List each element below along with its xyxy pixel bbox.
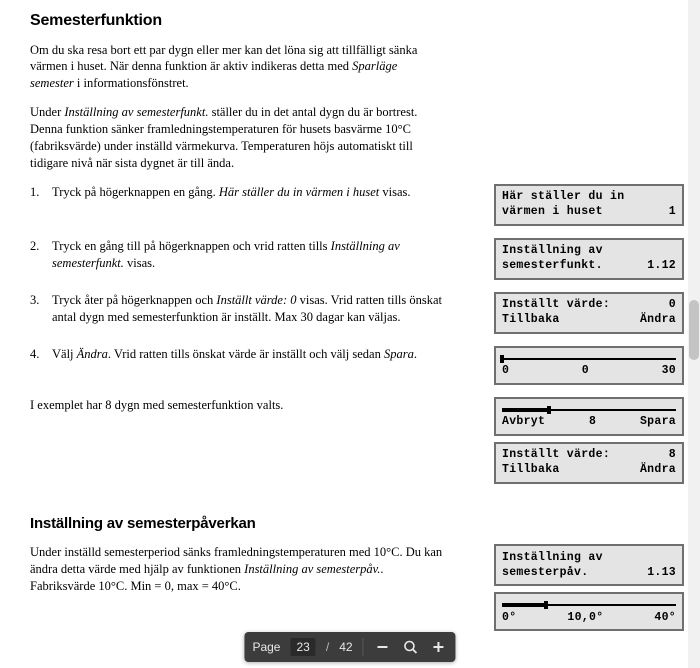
step-4-row: 4. Välj Ändra. Vrid ratten tills önskat … xyxy=(30,346,684,385)
text-italic: Här ställer du in värmen i huset xyxy=(219,185,379,199)
zoom-reset-button[interactable] xyxy=(402,638,420,656)
step-text: Välj Ändra. Vrid ratten tills önskat vär… xyxy=(52,346,450,385)
text: . xyxy=(414,347,417,361)
step-1-row: 1. Tryck på högerknappen en gång. Här st… xyxy=(30,184,684,226)
text-italic: Spara xyxy=(384,347,414,361)
lcd-text: Inställt värde: xyxy=(502,297,610,313)
lcd-display-2: Inställning av semesterfunkt. 1.12 xyxy=(494,238,684,280)
lcd-bar xyxy=(502,355,676,363)
text: . Vrid ratten tills önskat värde är inst… xyxy=(108,347,384,361)
text: Välj xyxy=(52,347,77,361)
text-italic: Inställning av semesterfunkt. xyxy=(64,105,208,119)
scrollbar-thumb[interactable] xyxy=(689,300,699,360)
lcd-bar xyxy=(502,601,676,609)
text: Tryck en gång till på högerknappen och v… xyxy=(52,239,331,253)
lcd-value: 10,0° xyxy=(567,610,603,626)
lcd-display-5a: Inställning av semesterpåv. 1.13 xyxy=(494,544,684,586)
lcd-value: 0 xyxy=(582,363,589,379)
lcd-text: semesterfunkt. xyxy=(502,258,603,274)
text-italic: Inställning av semesterpåv. xyxy=(244,562,380,576)
text: i informationsfönstret. xyxy=(74,76,189,90)
lcd-text: Inställning av xyxy=(502,243,603,259)
lcd-value: 1.12 xyxy=(647,258,676,274)
lcd-value: 1.13 xyxy=(647,565,676,581)
lcd-display-5b: 0° 10,0° 40° xyxy=(494,592,684,631)
lcd-value: 8 xyxy=(669,447,676,463)
step-number: 2. xyxy=(30,238,52,272)
lcd-text: Ändra xyxy=(640,462,676,478)
zoom-in-button[interactable] xyxy=(430,638,448,656)
toolbar-separator xyxy=(363,638,364,656)
page-label: Page xyxy=(252,640,280,654)
magnifier-icon xyxy=(403,639,419,655)
lcd-text: Spara xyxy=(640,414,676,430)
intro-para-1: Om du ska resa bort ett par dygn eller m… xyxy=(30,42,430,93)
page-total: 42 xyxy=(339,640,352,654)
lcd-value: 8 xyxy=(589,414,596,430)
heading-semesterpaverkan: Inställning av semesterpåverkan xyxy=(30,514,684,534)
intro-para-2: Under Inställning av semesterfunkt. stäl… xyxy=(30,104,430,172)
lcd-text: Inställning av xyxy=(502,550,603,566)
lcd-min: 0° xyxy=(502,610,516,626)
section2-row: Under inställd semesterperiod sänks fram… xyxy=(30,544,684,631)
document-page: { "heading1": "Semesterfunktion", "p1a":… xyxy=(0,0,700,668)
lcd-max: 30 xyxy=(662,363,676,379)
pdf-toolbar: Page 23 / 42 xyxy=(244,632,455,662)
step-text: Tryck en gång till på högerknappen och v… xyxy=(52,238,450,272)
section2-para: Under inställd semesterperiod sänks fram… xyxy=(30,544,450,631)
step-text: Tryck på högerknappen en gång. Här ställ… xyxy=(52,184,450,201)
step-number: 1. xyxy=(30,184,52,201)
text-italic: Inställt värde: 0 xyxy=(216,293,296,307)
lcd-text: Ändra xyxy=(640,312,676,328)
zoom-out-button[interactable] xyxy=(374,638,392,656)
text: Under xyxy=(30,105,64,119)
lcd-value: 0 xyxy=(669,297,676,313)
step-2-row: 2. Tryck en gång till på högerknappen oc… xyxy=(30,238,684,280)
lcd-display-4a: 0 0 30 xyxy=(494,346,684,385)
step-number: 4. xyxy=(30,346,52,385)
lcd-value: 1 xyxy=(669,204,676,220)
lcd-display-4c: Inställt värde: 8 Tillbaka Ändra xyxy=(494,442,684,484)
lcd-text: Tillbaka xyxy=(502,312,560,328)
heading-semesterfunktion: Semesterfunktion xyxy=(30,10,684,32)
text: Tryck på högerknappen en gång. xyxy=(52,185,219,199)
lcd-text: semesterpåv. xyxy=(502,565,588,581)
lcd-max: 40° xyxy=(654,610,676,626)
page-current-input[interactable]: 23 xyxy=(290,638,315,656)
text: visas. xyxy=(379,185,410,199)
lcd-text: Tillbaka xyxy=(502,462,560,478)
lcd-display-4b: Avbryt 8 Spara xyxy=(494,397,684,436)
plus-icon xyxy=(432,640,446,654)
minus-icon xyxy=(376,640,390,654)
page-content: Semesterfunktion Om du ska resa bort ett… xyxy=(0,0,700,631)
page-slash: / xyxy=(326,640,329,654)
text: visas. xyxy=(124,256,155,270)
lcd-min: 0 xyxy=(502,363,509,379)
example-text: I exemplet har 8 dygn med semesterfunkti… xyxy=(30,397,450,484)
step-number: 3. xyxy=(30,292,52,326)
lcd-text: värmen i huset xyxy=(502,204,603,220)
lcd-text: Här ställer du in xyxy=(502,189,624,205)
lcd-bar xyxy=(502,406,676,414)
lcd-text: Inställt värde: xyxy=(502,447,610,463)
step-3-row: 3. Tryck åter på högerknappen och Instäl… xyxy=(30,292,684,334)
text-italic: Ändra xyxy=(77,347,108,361)
text: Tryck åter på högerknappen och xyxy=(52,293,216,307)
vertical-scrollbar[interactable] xyxy=(688,0,700,668)
lcd-display-3: Inställt värde: 0 Tillbaka Ändra xyxy=(494,292,684,334)
lcd-display-1: Här ställer du in värmen i huset 1 xyxy=(494,184,684,226)
example-row: I exemplet har 8 dygn med semesterfunkti… xyxy=(30,397,684,484)
step-text: Tryck åter på högerknappen och Inställt … xyxy=(52,292,450,326)
lcd-text: Avbryt xyxy=(502,414,545,430)
